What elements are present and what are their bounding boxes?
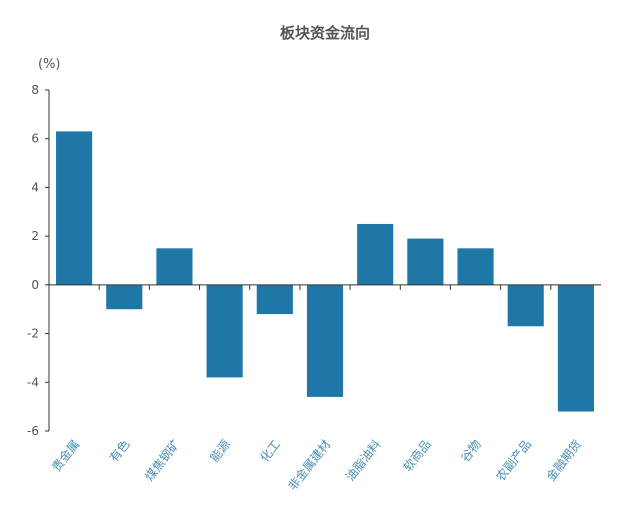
- bars-group: [56, 131, 594, 412]
- x-tick-label: 煤焦钢矿: [142, 437, 183, 483]
- x-tick-label: 化工: [257, 437, 283, 465]
- x-tick-label: 贵金属: [48, 437, 82, 475]
- chart-title: 板块资金流向: [280, 24, 370, 42]
- bar: [557, 284, 594, 412]
- bar: [306, 284, 344, 397]
- bar: [56, 131, 93, 285]
- y-tick-label: 8: [31, 83, 39, 97]
- bar: [457, 248, 494, 285]
- x-tick-label: 软商品: [400, 437, 434, 475]
- x-tick-label: 谷物: [458, 437, 484, 465]
- y-axis-ticks: 8 6 4 2 0 -2 -4 -6: [27, 83, 49, 438]
- bar: [357, 223, 394, 285]
- x-tick-label: 油脂油料: [342, 437, 383, 484]
- bar: [206, 284, 243, 378]
- y-tick-label: -4: [27, 375, 39, 389]
- bar: [106, 284, 143, 310]
- x-tick-label: 能源: [207, 437, 233, 465]
- y-tick-label: 2: [31, 229, 39, 243]
- x-tick-label: 农副产品: [493, 437, 534, 483]
- bar: [507, 284, 544, 327]
- bar: [407, 238, 444, 285]
- x-tick-label: 金融期货: [543, 437, 584, 484]
- bar: [256, 284, 293, 315]
- y-tick-label: 0: [31, 278, 39, 292]
- y-tick-label: -2: [27, 327, 39, 341]
- y-tick-label: 6: [31, 132, 39, 146]
- bar: [156, 248, 193, 285]
- y-axis-unit-label: (%): [38, 57, 61, 72]
- x-tick-label: 非金属建材: [285, 437, 334, 494]
- x-tick-label: 有色: [107, 437, 133, 465]
- y-tick-label: 4: [31, 180, 39, 194]
- y-tick-label: -6: [27, 424, 39, 438]
